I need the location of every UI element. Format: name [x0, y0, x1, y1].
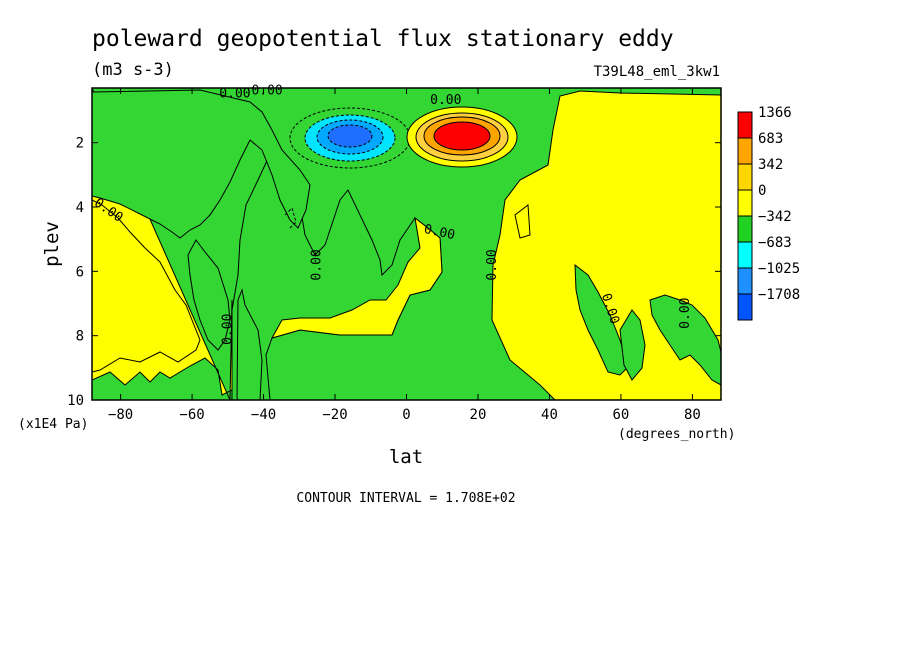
small-dashed-contour	[284, 207, 297, 229]
legend-label-5: −683	[758, 235, 792, 251]
x-unit-label: (degrees_north)	[618, 427, 735, 442]
y-tick-label-3: 8	[76, 329, 84, 345]
y-tick-label-0: 2	[76, 136, 84, 152]
legend-swatch-3	[737, 189, 753, 217]
contour-interval-label: CONTOUR INTERVAL = 1.708E+02	[296, 491, 515, 506]
green-patch-north-3	[619, 309, 646, 381]
chart-units: (m3 s-3)	[92, 60, 174, 80]
green-patch-north-2	[649, 294, 721, 386]
contour-label-4: 0.00	[310, 249, 325, 280]
contour-label-9: 0.00	[251, 83, 282, 98]
legend-swatch-7	[737, 293, 753, 321]
positive-tongue-left	[92, 199, 201, 373]
min-contour-4	[327, 124, 373, 148]
color-legend: 1366 683 342 0 −342 −683 −1025 −1708	[737, 105, 800, 321]
legend-label-0: 1366	[758, 105, 792, 121]
legend-swatch-6	[737, 267, 753, 295]
legend-label-7: −1708	[758, 287, 800, 303]
contour-labels: 0.00 0.000.000.000.00 0.000.000.00 0.000.00	[91, 83, 693, 344]
y-tick-label-2: 6	[76, 264, 84, 280]
legend-swatch-4	[737, 215, 753, 243]
legend-swatch-2	[737, 163, 753, 191]
x-axis-label: lat	[389, 446, 423, 468]
legend-label-2: 342	[758, 157, 783, 173]
contour-field	[92, 88, 721, 400]
x-tick-label-2: −40	[251, 407, 276, 423]
run-label: T39L48_eml_3kw1	[594, 64, 720, 80]
contour-label-0: 0.00	[219, 87, 250, 102]
x-tick-label-8: 80	[684, 407, 701, 423]
contour-label-1: 0.00	[430, 93, 461, 108]
y-tick-label-4: 10	[67, 393, 84, 409]
legend-label-1: 683	[758, 131, 783, 147]
x-tick-label-5: 20	[470, 407, 487, 423]
positive-tongue-center	[270, 216, 443, 339]
green-patch-north-1	[574, 263, 631, 376]
x-axis: −80 −60 −40 −20 0 20 40 60 80	[108, 88, 701, 423]
positive-extremum	[406, 106, 518, 168]
legend-label-3: 0	[758, 183, 766, 199]
legend-swatch-5	[737, 241, 753, 269]
green-strip-left	[92, 89, 311, 239]
x-tick-label-1: −60	[179, 407, 204, 423]
x-tick-label-7: 60	[613, 407, 630, 423]
y-unit-label: (x1E4 Pa)	[18, 417, 88, 432]
y-axis: 2 4 6 8 10	[67, 136, 721, 409]
max-contour-4	[433, 121, 491, 151]
legend-swatch-0	[737, 111, 753, 139]
contour-label-3: 0.00	[423, 222, 457, 243]
legend-swatch-1	[737, 137, 753, 165]
contour-label-5: 0.00	[485, 249, 500, 280]
green-patch-south	[187, 239, 231, 351]
x-tick-label-6: 40	[541, 407, 558, 423]
x-tick-label-4: 0	[402, 407, 410, 423]
negative-region	[92, 88, 721, 400]
contour-label-8: 0.00	[678, 297, 693, 328]
legend-label-4: −342	[758, 209, 792, 225]
small-contour-north	[514, 204, 531, 239]
contour-label-6: 0.00	[220, 314, 235, 345]
negative-extremum	[289, 107, 411, 169]
y-tick-label-1: 4	[76, 200, 84, 216]
x-tick-label-3: −20	[322, 407, 347, 423]
chart-title: poleward geopotential flux stationary ed…	[92, 26, 674, 52]
legend-label-6: −1025	[758, 261, 800, 277]
x-tick-label-0: −80	[108, 407, 133, 423]
y-axis-label: plev	[41, 221, 63, 267]
